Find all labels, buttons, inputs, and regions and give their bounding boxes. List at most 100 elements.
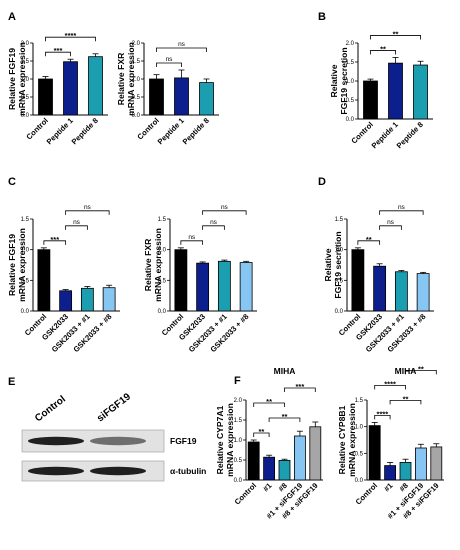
bar: [351, 249, 365, 312]
significance-label: **: [258, 427, 264, 436]
x-tick-label: Peptide 8: [181, 116, 211, 146]
panel-letter: B: [318, 11, 326, 23]
bar: [416, 273, 430, 312]
significance-bracket: [405, 370, 437, 375]
significance-label: ns: [166, 56, 174, 63]
significance-label: ns: [178, 41, 186, 48]
significance-bracket: [156, 47, 207, 52]
y-axis-label-line: mRNA expression: [126, 42, 136, 116]
significance-bracket: [370, 35, 421, 40]
significance-bracket: [43, 240, 67, 245]
significance-label: **: [393, 29, 399, 38]
y-axis-label-line: Relative FXR: [143, 238, 153, 291]
y-axis-label-line: FGF19 secretion: [339, 47, 349, 114]
blot-band: [28, 466, 84, 476]
significance-bracket: [374, 415, 391, 420]
significance-bracket: [65, 225, 88, 230]
significance-label: ns: [210, 219, 218, 226]
bar: [196, 262, 210, 312]
y-axis-label-line: mRNA expression: [153, 228, 163, 302]
y-tick-label: 0.0: [21, 309, 30, 315]
x-tick-label: Control: [354, 481, 379, 506]
y-tick-label: 1.0: [346, 79, 355, 85]
bar: [174, 249, 188, 312]
bar: [239, 262, 253, 312]
significance-bracket: [374, 385, 406, 390]
significance-label: ns: [188, 234, 196, 241]
y-tick-label: 0.5: [335, 278, 344, 284]
chart-C1: C 0.0 0.5 1.0 1.5 Relative FGF19mRNA expressi…: [7, 176, 120, 354]
significance-bracket: [253, 402, 285, 407]
significance-bracket: [370, 50, 396, 55]
y-tick-label: 2.0: [132, 41, 141, 47]
y-axis-label: RelativeFGF19 secretion: [329, 47, 349, 114]
y-tick-label: 0.0: [355, 478, 364, 484]
bar: [384, 465, 397, 481]
y-tick-label: 0.5: [355, 451, 364, 457]
significance-label: **: [380, 44, 386, 53]
blot-band: [90, 466, 146, 476]
significance-bracket: [379, 210, 424, 215]
significance-bracket: [253, 432, 270, 437]
significance-label: ns: [73, 219, 81, 226]
bar: [373, 265, 387, 312]
lane-label: siFGF19: [95, 391, 133, 424]
panel-letter: D: [318, 176, 326, 188]
bar: [217, 260, 231, 312]
significance-bracket: [379, 225, 402, 230]
y-tick-label: 0.5: [132, 95, 141, 101]
lane-label: Control: [33, 394, 68, 425]
y-tick-label: 1.5: [355, 398, 364, 404]
bar: [309, 426, 322, 481]
bar: [388, 62, 403, 120]
band-label: FGF19: [170, 436, 197, 446]
y-axis-label-line: Relative FXR: [116, 52, 126, 105]
significance-label: ****: [377, 409, 389, 418]
y-axis-label-line: Relative FGF19: [7, 234, 17, 296]
bar: [414, 447, 427, 481]
bar: [413, 64, 428, 120]
x-tick-label: Peptide 8: [395, 120, 425, 150]
bar: [368, 425, 381, 481]
blot-band: [28, 436, 84, 446]
y-tick-label: 1.0: [158, 248, 167, 254]
x-tick-label: #1: [382, 481, 395, 494]
significance-label: ***: [54, 46, 63, 55]
significance-label: **: [418, 364, 424, 373]
significance-label: ***: [296, 382, 305, 391]
y-tick-label: 0.5: [158, 278, 167, 284]
significance-label: **: [282, 412, 288, 421]
significance-label: ***: [50, 235, 59, 244]
bar: [149, 78, 164, 116]
x-tick-label: Peptide 8: [70, 116, 100, 146]
bar: [37, 249, 51, 312]
significance-label: **: [366, 235, 372, 244]
bar: [80, 287, 94, 312]
y-tick-label: 0.0: [132, 113, 141, 119]
significance-label: ****: [384, 379, 396, 388]
bar: [430, 446, 443, 481]
y-tick-label: 0.5: [21, 95, 30, 101]
significance-bracket: [284, 387, 316, 392]
bar: [363, 80, 378, 120]
y-axis-label: Relative CYP8B1mRNA expression: [337, 403, 357, 477]
significance-bracket: [268, 417, 301, 422]
bar: [88, 56, 103, 116]
y-axis-label-line: Relative FGF19: [7, 48, 17, 110]
significance-bracket: [156, 62, 182, 67]
bar: [263, 456, 276, 481]
panel-letter: C: [8, 176, 16, 188]
y-tick-label: 1.0: [21, 77, 30, 83]
significance-bracket: [357, 240, 381, 245]
y-tick-label: 0.0: [234, 478, 243, 484]
significance-bracket: [65, 210, 110, 215]
y-tick-label: 0.5: [346, 98, 355, 104]
bar: [174, 77, 189, 116]
significance-label: **: [266, 397, 272, 406]
y-tick-label: 0.5: [21, 278, 30, 284]
y-axis-label: Relative FGF19mRNA expression: [7, 228, 27, 302]
y-axis-label-line: Relative: [323, 248, 333, 281]
